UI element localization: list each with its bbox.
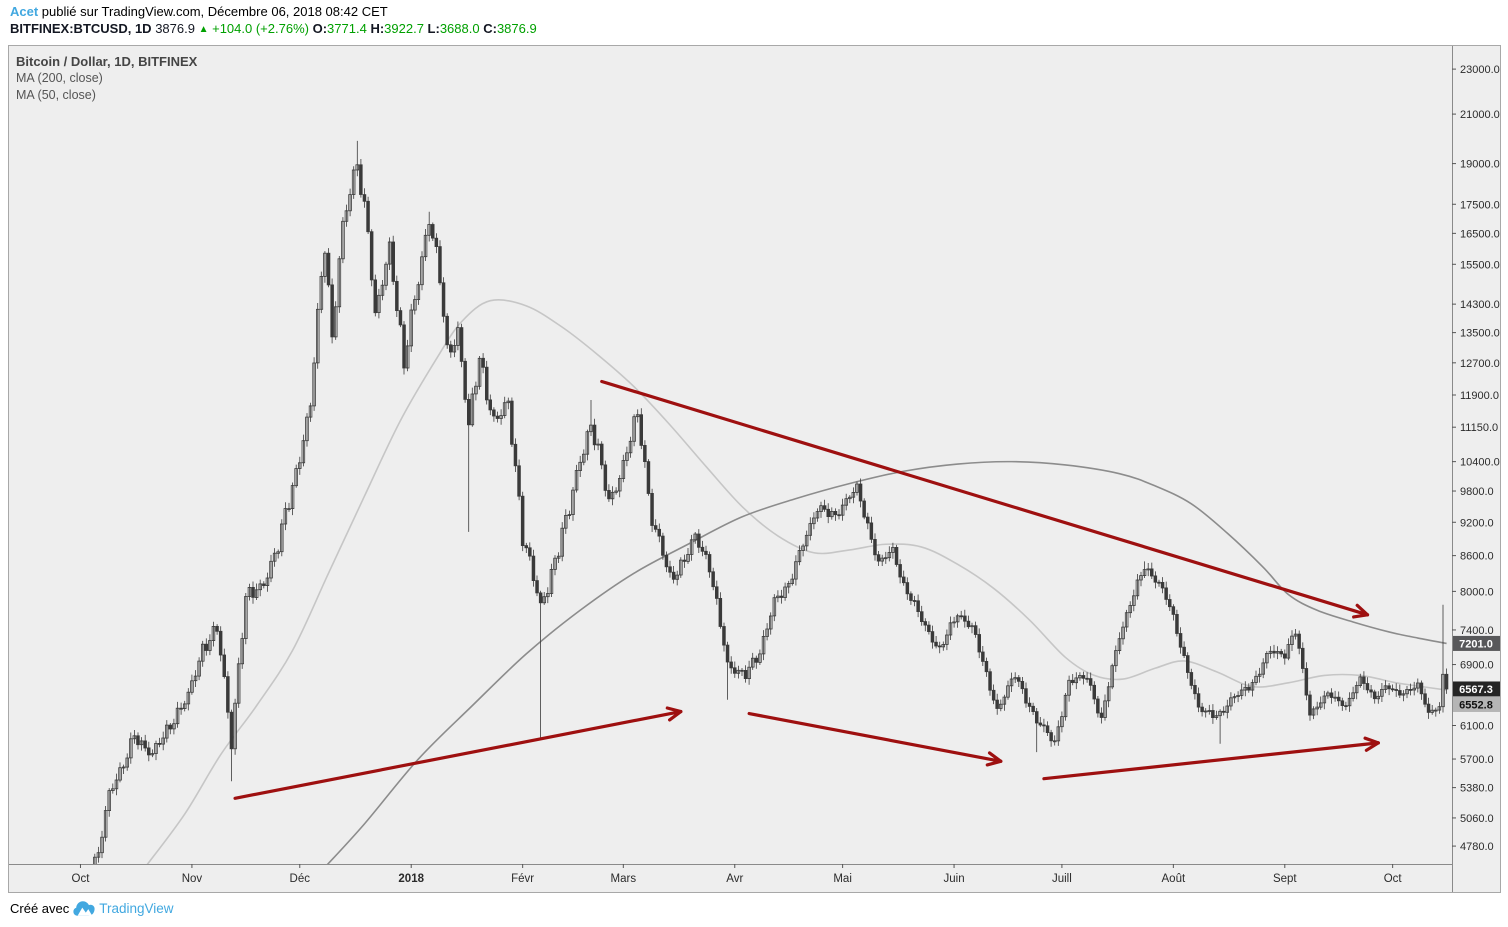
ticker-symbol: BITFINEX:BTCUSD, 1D xyxy=(10,21,152,36)
svg-text:6900.0: 6900.0 xyxy=(1460,660,1494,672)
svg-text:9200.0: 9200.0 xyxy=(1460,517,1494,529)
svg-text:5700.0: 5700.0 xyxy=(1460,754,1494,766)
price-axis[interactable]: 23000.0 21000.0 19000.0 17500.0 16500.0 15500… xyxy=(1452,64,1500,853)
low-label: L: xyxy=(427,21,440,36)
close-value: 3876.9 xyxy=(496,21,537,36)
svg-text:Déc: Déc xyxy=(290,873,311,885)
low-value: 3688.0 xyxy=(439,21,480,36)
candle-wicks xyxy=(94,140,1447,864)
ma200-line xyxy=(326,460,1447,864)
ma50-line xyxy=(146,298,1447,864)
price-badge-ma50-value xyxy=(1453,696,1500,712)
svg-text:Mars: Mars xyxy=(611,873,637,885)
svg-text:2018: 2018 xyxy=(398,873,424,885)
svg-text:19000.0: 19000.0 xyxy=(1460,159,1500,171)
svg-text:23000.0: 23000.0 xyxy=(1460,64,1500,76)
svg-text:8600.0: 8600.0 xyxy=(1460,551,1494,563)
publish-text: publié sur TradingView.com, Décembre 06,… xyxy=(38,4,388,19)
svg-text:Avr: Avr xyxy=(726,873,743,885)
svg-text:14300.0: 14300.0 xyxy=(1460,299,1500,311)
price-badge-last-price xyxy=(1453,681,1500,697)
up-triangle-icon: ▲ xyxy=(198,24,209,35)
publish-line: Acet publié sur TradingView.com, Décembr… xyxy=(10,4,388,19)
svg-text:12700.0: 12700.0 xyxy=(1460,358,1500,370)
svg-text:Oct: Oct xyxy=(72,873,91,885)
svg-text:9800.0: 9800.0 xyxy=(1460,486,1494,498)
svg-text:Oct: Oct xyxy=(1384,873,1403,885)
chart-canvas[interactable]: 23000.0 21000.0 19000.0 17500.0 16500.0 15500… xyxy=(9,46,1500,892)
svg-text:7400.0: 7400.0 xyxy=(1460,625,1494,637)
svg-text:Mai: Mai xyxy=(833,873,852,885)
svg-text:Nov: Nov xyxy=(182,873,203,885)
ticker-change: +104.0 (+2.76%) xyxy=(212,21,309,36)
time-axis[interactable]: Oct Nov Déc 2018 Févr Mars Avr Mai Juin Juill Août… xyxy=(72,864,1403,885)
ticker-last: 3876.9 xyxy=(155,21,195,36)
tradingview-logo-icon xyxy=(73,901,95,916)
chart-widget: 23000.0 21000.0 19000.0 17500.0 16500.0 15500… xyxy=(8,45,1501,893)
high-label: H: xyxy=(370,21,385,36)
svg-text:13500.0: 13500.0 xyxy=(1460,328,1500,340)
svg-text:17500.0: 17500.0 xyxy=(1460,199,1500,211)
svg-text:21000.0: 21000.0 xyxy=(1460,109,1500,121)
legend-title: Bitcoin / Dollar, 1D, BITFINEX xyxy=(16,54,198,69)
price-badge-ma200-value xyxy=(1453,635,1500,651)
svg-text:6100.0: 6100.0 xyxy=(1460,720,1494,732)
svg-text:Juill: Juill xyxy=(1052,873,1072,885)
chart-legend: Bitcoin / Dollar, 1D, BITFINEX MA (200, … xyxy=(16,53,197,104)
legend-ma50: MA (50, close) xyxy=(16,88,96,102)
svg-text:6567.3: 6567.3 xyxy=(1459,684,1493,696)
svg-text:10400.0: 10400.0 xyxy=(1460,457,1500,469)
svg-text:5380.0: 5380.0 xyxy=(1460,783,1494,795)
svg-text:8000.0: 8000.0 xyxy=(1460,586,1494,598)
open-label: O: xyxy=(312,21,328,36)
svg-text:7201.0: 7201.0 xyxy=(1459,638,1493,650)
svg-text:6552.8: 6552.8 xyxy=(1459,699,1493,711)
plot-area xyxy=(93,140,1449,864)
svg-text:Févr: Févr xyxy=(511,873,534,885)
author-link[interactable]: Acet xyxy=(10,4,39,19)
high-value: 3922.7 xyxy=(384,21,424,36)
svg-text:Juin: Juin xyxy=(944,873,965,885)
ticker-line: BITFINEX:BTCUSD, 1D 3876.9 ▲ +104.0 (+2.… xyxy=(10,21,537,36)
chart-background xyxy=(9,46,1500,892)
svg-text:5060.0: 5060.0 xyxy=(1460,813,1494,825)
svg-text:Sept: Sept xyxy=(1273,873,1297,885)
created-with-text: Créé avec xyxy=(10,901,70,916)
svg-text:4780.0: 4780.0 xyxy=(1460,841,1494,853)
svg-text:Août: Août xyxy=(1162,873,1186,885)
svg-text:11900.0: 11900.0 xyxy=(1460,390,1499,402)
svg-text:11150.0: 11150.0 xyxy=(1460,422,1498,434)
open-value: 3771.4 xyxy=(327,21,367,36)
svg-text:16500.0: 16500.0 xyxy=(1460,228,1500,240)
svg-text:15500.0: 15500.0 xyxy=(1460,259,1500,271)
footer: Créé avec TradingView xyxy=(10,901,174,916)
trend-arrows[interactable] xyxy=(233,379,1380,800)
legend-ma200: MA (200, close) xyxy=(16,71,103,85)
tradingview-link[interactable]: TradingView xyxy=(99,901,174,916)
close-label: C: xyxy=(483,21,497,36)
